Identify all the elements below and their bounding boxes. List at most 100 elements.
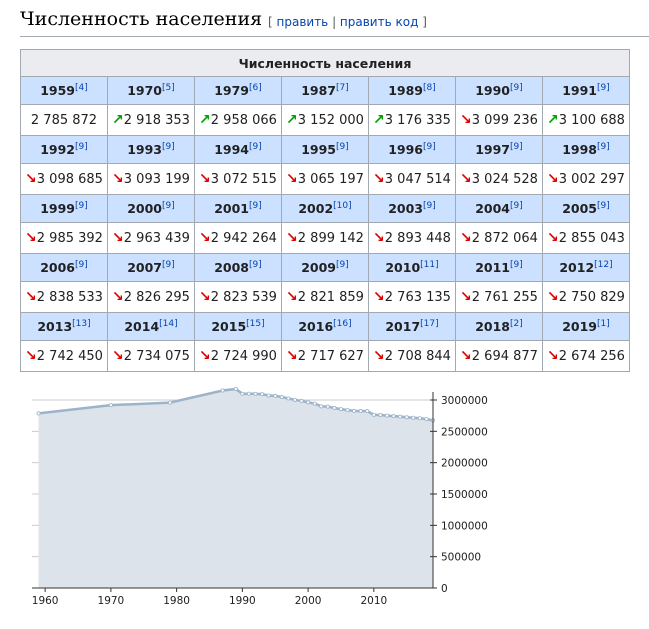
y-tick-label: 0 [441, 583, 448, 595]
data-point [299, 398, 304, 403]
reference-link[interactable]: [15] [246, 319, 265, 329]
data-point [108, 403, 113, 408]
reference-link[interactable]: [8] [423, 83, 436, 93]
population-value: 2 942 264 [210, 231, 277, 246]
reference-link[interactable]: [9] [423, 201, 436, 211]
x-tick-label: 1980 [163, 595, 190, 607]
population-cell: ↘3 002 297 [542, 163, 630, 195]
reference-link[interactable]: [9] [510, 83, 523, 93]
population-cell: ↘2 823 539 [194, 281, 282, 313]
population-value: 2 872 064 [471, 231, 538, 246]
increase-arrow-icon: ↗ [112, 112, 124, 128]
year-cell: 2018[2] [455, 312, 543, 341]
decrease-arrow-icon: ↘ [112, 348, 124, 364]
value-row: ↘2 838 533 ↘2 826 295 ↘2 823 539 ↘2 821 859… [20, 281, 630, 313]
section-heading: Численность населения [ править | правит… [20, 6, 649, 37]
reference-link[interactable]: [9] [597, 201, 610, 211]
decrease-arrow-icon: ↘ [547, 348, 559, 364]
year-cell: 1995[9] [281, 135, 369, 164]
population-value: 2 708 844 [384, 349, 451, 364]
year-cell: 2003[9] [368, 194, 456, 223]
year-label: 1998 [562, 142, 598, 157]
reference-link[interactable]: [9] [162, 201, 175, 211]
reference-link[interactable]: [1] [597, 319, 610, 329]
year-label: 2004 [475, 201, 511, 216]
y-tick-label: 3000000 [441, 395, 488, 407]
population-cell: ↘3 093 199 [107, 163, 195, 195]
year-label: 2001 [214, 201, 250, 216]
reference-link[interactable]: [11] [420, 260, 439, 270]
reference-link[interactable]: [4] [75, 83, 88, 93]
reference-link[interactable]: [2] [510, 319, 523, 329]
reference-link[interactable]: [9] [336, 142, 349, 152]
population-cell: ↘3 098 685 [20, 163, 108, 195]
population-cell: ↘2 734 075 [107, 340, 195, 372]
reference-link[interactable]: [13] [72, 319, 91, 329]
population-cell: ↘2 985 392 [20, 222, 108, 254]
reference-link[interactable]: [9] [423, 142, 436, 152]
reference-link[interactable]: [9] [162, 142, 175, 152]
year-label: 2002 [298, 201, 334, 216]
reference-link[interactable]: [14] [159, 319, 178, 329]
value-row: ↘2 985 392 ↘2 963 439 ↘2 942 264 ↘2 899 142… [20, 222, 630, 254]
year-label: 1993 [127, 142, 163, 157]
section-title: Численность населения [20, 8, 263, 30]
year-row: 1999[9] 2000[9] 2001[9] 2002[10] 2003[9] 2004… [20, 194, 630, 223]
reference-link[interactable]: [9] [75, 260, 88, 270]
year-cell: 1994[9] [194, 135, 282, 164]
reference-link[interactable]: [9] [162, 260, 175, 270]
population-chart: 3000000 2500000 2000000 1500000 1000000 50000… [32, 386, 488, 607]
reference-link[interactable]: [6] [249, 83, 262, 93]
decrease-arrow-icon: ↘ [112, 230, 124, 246]
year-label: 2018 [475, 319, 511, 334]
population-value: 2 785 872 [30, 112, 98, 128]
increase-arrow-icon: ↗ [547, 112, 559, 128]
year-cell: 1990[9] [455, 76, 543, 105]
population-value: 2 823 539 [210, 290, 277, 305]
decrease-arrow-icon: ↘ [286, 230, 298, 246]
year-cell: 2011[9] [455, 253, 543, 282]
reference-link[interactable]: [9] [249, 142, 262, 152]
data-point [246, 391, 251, 396]
decrease-arrow-icon: ↘ [547, 230, 559, 246]
data-point [260, 392, 265, 397]
reference-link[interactable]: [7] [336, 83, 349, 93]
reference-link[interactable]: [16] [333, 319, 352, 329]
year-cell: 1996[9] [368, 135, 456, 164]
reference-link[interactable]: [9] [510, 260, 523, 270]
edit-separator: | [328, 15, 340, 29]
population-cell: ↘2 708 844 [368, 340, 456, 372]
data-point [424, 417, 429, 422]
table-caption: Численность населения [20, 49, 630, 77]
year-cell: 2008[9] [194, 253, 282, 282]
decrease-arrow-icon: ↘ [460, 171, 472, 187]
year-cell: 2002[10] [281, 194, 369, 223]
decrease-arrow-icon: ↘ [547, 289, 559, 305]
year-cell: 1989[8] [368, 76, 456, 105]
year-label: 1999 [40, 201, 76, 216]
year-cell: 1959[4] [20, 76, 108, 105]
reference-link[interactable]: [17] [420, 319, 439, 329]
population-cell: ↘3 047 514 [368, 163, 456, 195]
year-label: 1996 [388, 142, 424, 157]
reference-link[interactable]: [10] [333, 201, 352, 211]
reference-link[interactable]: [12] [594, 260, 613, 270]
population-value: 2 694 877 [471, 349, 538, 364]
reference-link[interactable]: [9] [510, 201, 523, 211]
decrease-arrow-icon: ↘ [112, 171, 124, 187]
edit-code-link[interactable]: править код [339, 15, 419, 29]
reference-link[interactable]: [5] [162, 83, 175, 93]
reference-link[interactable]: [9] [75, 201, 88, 211]
edit-link[interactable]: править [276, 15, 329, 29]
reference-link[interactable]: [9] [336, 260, 349, 270]
population-value: 2 985 392 [36, 231, 103, 246]
reference-link[interactable]: [9] [597, 142, 610, 152]
population-value: 2 918 353 [123, 113, 190, 128]
population-value: 3 093 199 [123, 172, 190, 187]
reference-link[interactable]: [9] [75, 142, 88, 152]
reference-link[interactable]: [9] [510, 142, 523, 152]
reference-link[interactable]: [9] [249, 201, 262, 211]
reference-link[interactable]: [9] [249, 260, 262, 270]
data-point [411, 415, 416, 420]
reference-link[interactable]: [9] [597, 83, 610, 93]
